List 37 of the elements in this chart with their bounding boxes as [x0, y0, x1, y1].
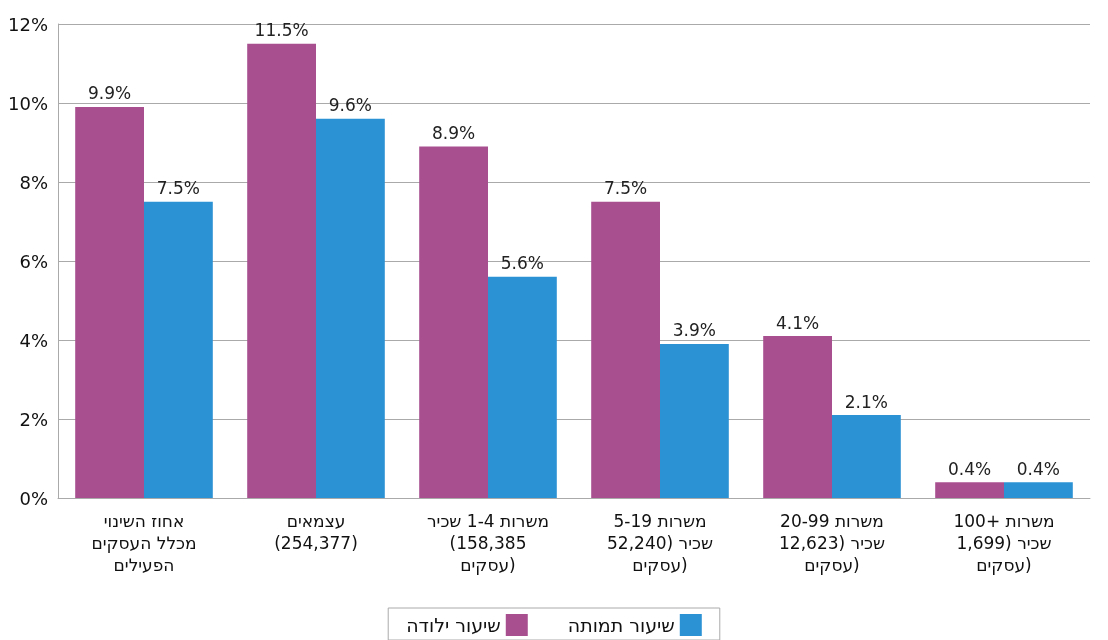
data-label: 0.4%: [948, 458, 992, 479]
data-label: 5.6%: [500, 253, 544, 274]
y-tick-label: 8%: [19, 171, 48, 193]
data-label: 7.5%: [604, 178, 648, 199]
y-tick-label: 10%: [7, 92, 48, 114]
bar: [247, 43, 316, 498]
bar: [144, 201, 213, 498]
y-tick-label: 6%: [19, 250, 48, 272]
data-label: 0.4%: [1016, 458, 1060, 479]
data-label: 4.1%: [776, 312, 820, 333]
y-tick-label: 2%: [19, 408, 48, 430]
bar: [935, 482, 1004, 498]
data-label: 7.5%: [156, 178, 200, 199]
bar: [763, 336, 832, 498]
data-label: 11.5%: [254, 20, 309, 41]
x-tick-label: משרות +100 שכיר (1,699 עסקים): [953, 511, 1055, 575]
x-tick-label: אחוז השינוי מכלל העסקים הפעילים: [91, 511, 197, 575]
bar: [591, 201, 660, 498]
bar: [488, 276, 557, 498]
x-tick-label: משרות 20-99 שכיר (12,623 עסקים): [779, 511, 885, 575]
y-tick-label: 0%: [19, 487, 48, 509]
legend-label: שיעור תמותה: [567, 614, 675, 636]
data-label: 9.9%: [88, 83, 132, 104]
data-label: 8.9%: [432, 122, 476, 143]
bar: [316, 118, 385, 498]
y-tick-label: 4%: [19, 329, 48, 351]
data-label: 9.6%: [328, 95, 372, 116]
bar: [75, 106, 144, 498]
bar: [832, 415, 901, 498]
x-tick-label: משרות 5-19 שכיר (52,240 עסקים): [607, 511, 713, 575]
legend-label: שיעור ילודה: [406, 614, 501, 636]
bar: [419, 146, 488, 498]
bar: [1004, 482, 1073, 498]
data-label: 2.1%: [844, 391, 888, 412]
bar: [660, 343, 729, 498]
y-tick-label: 12%: [7, 13, 48, 35]
data-label: 3.9%: [672, 320, 716, 341]
